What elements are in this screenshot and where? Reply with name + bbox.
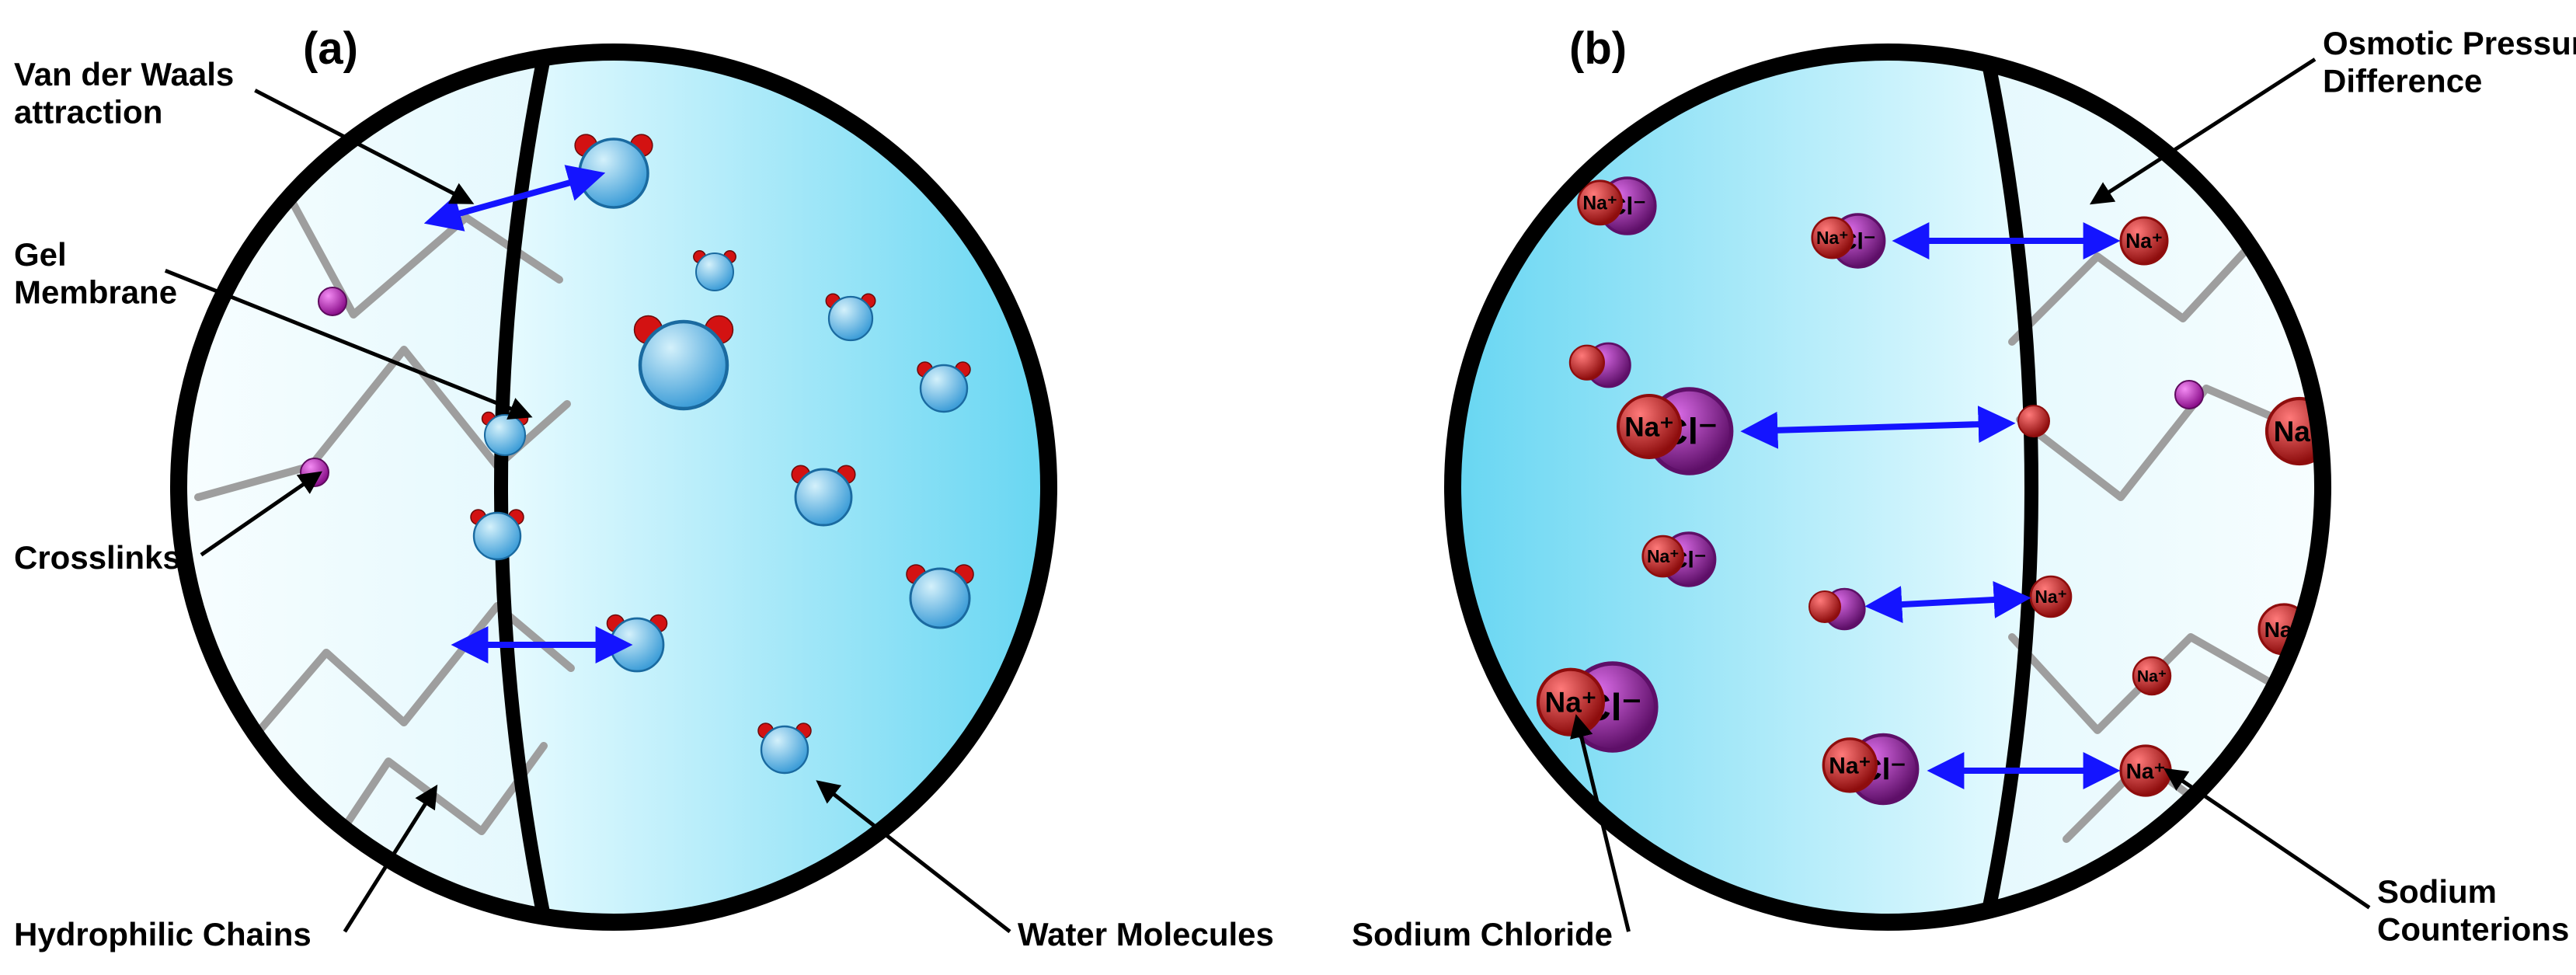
na-ion xyxy=(1570,346,1604,380)
svg-text:Na⁺: Na⁺ xyxy=(1545,687,1597,719)
diagram-svg: Cl⁻Na⁺Cl⁻Na⁺Cl⁻Na⁺Cl⁻Na⁺Cl⁻Na⁺Cl⁻Na⁺Na⁺N… xyxy=(0,0,2576,975)
svg-text:Na⁺: Na⁺ xyxy=(1829,753,1871,778)
na-ion: Na⁺ xyxy=(1618,395,1680,458)
leader-nacount xyxy=(2167,771,2369,907)
svg-text:Na⁺: Na⁺ xyxy=(2137,667,2167,685)
na-ion: Na⁺ xyxy=(1643,536,1683,576)
crosslink-node xyxy=(319,287,346,315)
panel-a-tag: (a) xyxy=(303,23,358,75)
svg-text:Na⁺: Na⁺ xyxy=(1624,412,1674,442)
na-counterion xyxy=(2018,406,2049,437)
panel-b-tag: (b) xyxy=(1569,23,1627,75)
svg-text:Na⁺: Na⁺ xyxy=(1816,228,1848,248)
svg-text:Na⁺: Na⁺ xyxy=(2126,759,2166,783)
label-gel: GelMembrane xyxy=(14,236,177,310)
svg-text:Na⁺: Na⁺ xyxy=(2125,229,2163,252)
na-ion: Na⁺ xyxy=(1579,181,1622,225)
label-chains: Hydrophilic Chains xyxy=(14,916,312,952)
label-osm: Osmotic PressureDifference xyxy=(2323,25,2576,99)
na-ion: Na⁺ xyxy=(1812,218,1853,258)
label-vdw: Van der Waalsattraction xyxy=(14,56,234,130)
na-counterion: Na⁺ xyxy=(2121,746,2170,796)
na-counterion: Na⁺ xyxy=(2121,218,2167,264)
panel-b-solution-zone xyxy=(1453,52,2031,922)
label-cross: Crosslinks xyxy=(14,539,181,576)
svg-text:Na⁺: Na⁺ xyxy=(2035,587,2066,607)
label-nacount: SodiumCounterions xyxy=(2377,873,2569,947)
svg-text:Na⁺: Na⁺ xyxy=(1647,546,1679,566)
label-water: Water Molecules xyxy=(1018,916,1274,952)
na-counterion: Na⁺ xyxy=(2031,576,2071,617)
label-nacl: Sodium Chloride xyxy=(1352,916,1613,952)
crosslink-node xyxy=(2175,381,2203,409)
na-counterion: Na⁺ xyxy=(2133,657,2170,695)
na-ion: Na⁺ xyxy=(1538,670,1603,735)
na-ion xyxy=(1809,591,1840,622)
figure-root: Cl⁻Na⁺Cl⁻Na⁺Cl⁻Na⁺Cl⁻Na⁺Cl⁻Na⁺Cl⁻Na⁺Na⁺N… xyxy=(0,0,2576,975)
na-ion: Na⁺ xyxy=(1823,739,1876,792)
svg-text:Na⁺: Na⁺ xyxy=(1582,193,1617,214)
